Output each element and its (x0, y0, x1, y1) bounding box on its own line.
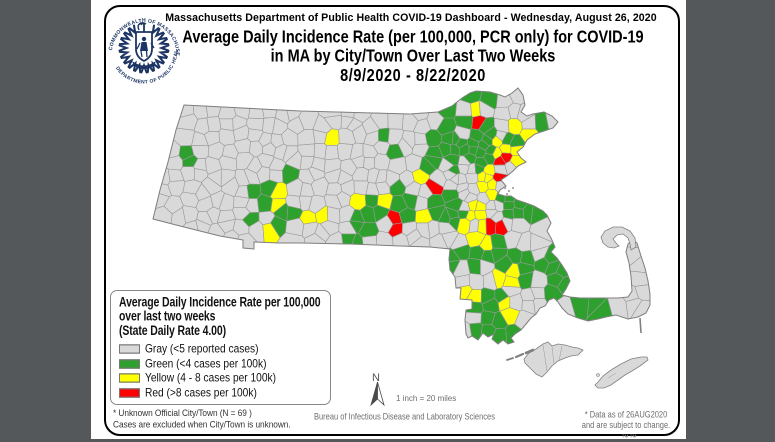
svg-text:N: N (372, 372, 380, 384)
svg-text:1 inch = 20 miles: 1 inch = 20 miles (396, 394, 456, 403)
